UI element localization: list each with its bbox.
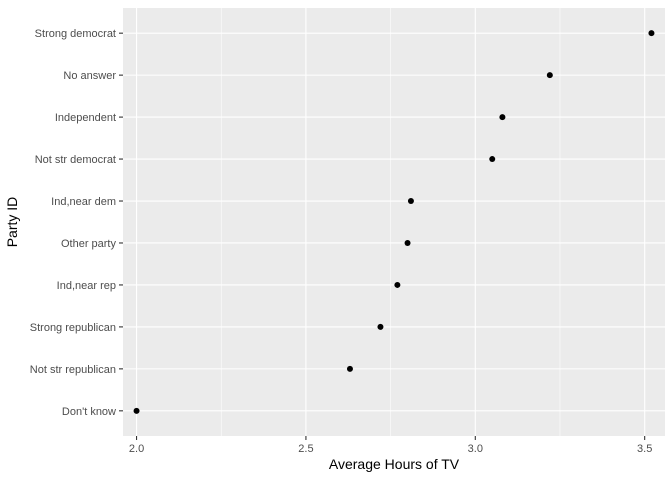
y-tick-label: Strong democrat (35, 28, 116, 40)
data-point (489, 156, 496, 163)
data-point (499, 114, 506, 121)
data-point (377, 323, 384, 330)
data-point (346, 365, 353, 372)
data-point (404, 239, 411, 246)
y-axis: Don't know Not str republican Strong repub… (30, 28, 123, 418)
x-tick-label: 3.0 (468, 443, 483, 455)
data-points (133, 30, 655, 414)
y-tick-label: Strong republican (30, 322, 116, 334)
data-point (394, 281, 401, 288)
y-tick-label: Ind,near rep (57, 280, 116, 292)
y-tick-label: Not str republican (30, 364, 116, 376)
plot-panel (123, 8, 665, 436)
data-point (546, 72, 553, 79)
x-axis: 2.0 2.5 3.0 3.5 (129, 436, 652, 455)
x-tick-label: 2.0 (129, 443, 144, 455)
data-point (407, 198, 414, 205)
y-tick-label: Don't know (62, 406, 116, 418)
x-axis-title: Average Hours of TV (329, 456, 460, 472)
x-tick-label: 2.5 (298, 443, 313, 455)
y-tick-label: No answer (63, 70, 116, 82)
y-tick-label: Independent (55, 112, 116, 124)
data-point (133, 407, 140, 414)
y-tick-label: Ind,near dem (51, 196, 116, 208)
x-tick-label: 3.5 (637, 443, 652, 455)
gridlines (123, 8, 665, 436)
y-tick-label: Not str democrat (35, 154, 116, 166)
y-tick-label: Other party (61, 238, 117, 250)
data-point (648, 30, 655, 37)
y-axis-title: Party ID (4, 197, 20, 248)
